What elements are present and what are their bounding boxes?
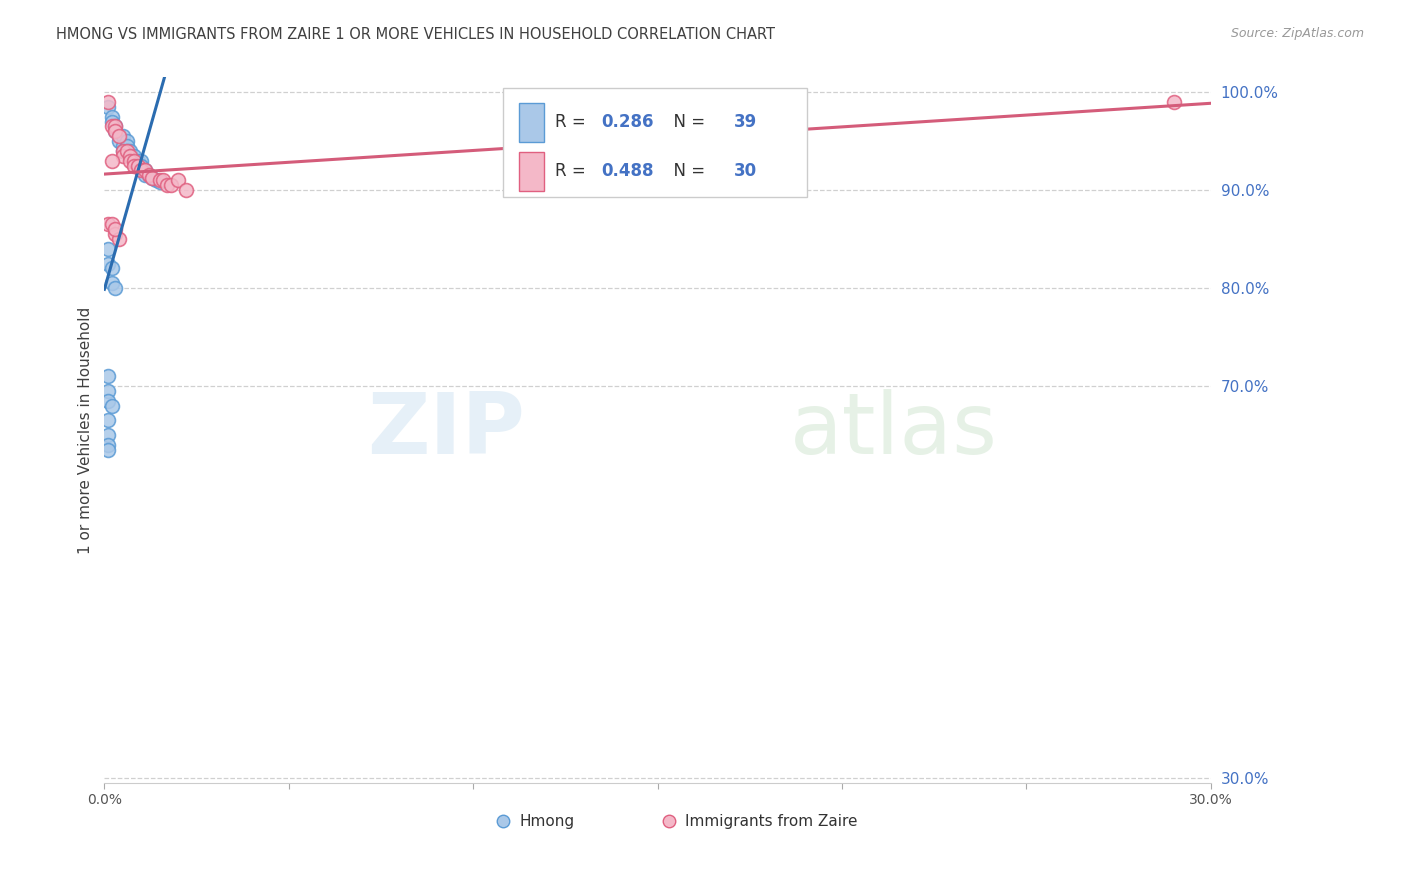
Point xyxy=(120,153,142,168)
Point xyxy=(122,149,145,163)
Point xyxy=(108,129,131,144)
Point xyxy=(129,163,152,178)
Point xyxy=(138,169,160,183)
Point xyxy=(1163,95,1185,109)
Point xyxy=(149,175,172,189)
Point xyxy=(156,178,179,193)
Point xyxy=(111,129,134,144)
Point xyxy=(174,183,197,197)
Text: Source: ZipAtlas.com: Source: ZipAtlas.com xyxy=(1230,27,1364,40)
Point xyxy=(127,159,149,173)
Text: 39: 39 xyxy=(734,113,758,131)
Point xyxy=(134,169,156,183)
Point xyxy=(97,95,120,109)
Point xyxy=(111,144,134,158)
Point xyxy=(97,413,120,427)
Point xyxy=(104,281,127,295)
Point xyxy=(97,428,120,442)
Point xyxy=(100,399,122,413)
Point xyxy=(159,178,181,193)
Point xyxy=(100,153,122,168)
Y-axis label: 1 or more Vehicles in Household: 1 or more Vehicles in Household xyxy=(79,307,93,554)
Point xyxy=(167,173,190,187)
Point xyxy=(111,139,134,153)
Point xyxy=(97,384,120,398)
Point xyxy=(115,139,138,153)
Point xyxy=(97,393,120,408)
Point xyxy=(100,114,122,128)
Text: HMONG VS IMMIGRANTS FROM ZAIRE 1 OR MORE VEHICLES IN HOUSEHOLD CORRELATION CHART: HMONG VS IMMIGRANTS FROM ZAIRE 1 OR MORE… xyxy=(56,27,775,42)
Text: atlas: atlas xyxy=(790,389,998,472)
Point xyxy=(97,442,120,457)
Point xyxy=(100,218,122,232)
Point xyxy=(120,149,142,163)
Point xyxy=(97,218,120,232)
Point xyxy=(100,261,122,276)
Point xyxy=(134,163,156,178)
Point xyxy=(138,169,160,183)
FancyBboxPatch shape xyxy=(519,152,544,191)
Point xyxy=(104,124,127,138)
Point xyxy=(127,153,149,168)
Text: 0.286: 0.286 xyxy=(602,113,654,131)
Point xyxy=(145,173,167,187)
Point xyxy=(100,120,122,134)
Point xyxy=(129,153,152,168)
Point xyxy=(108,232,131,246)
Point xyxy=(100,276,122,290)
Point xyxy=(149,173,172,187)
Point xyxy=(127,159,149,173)
Point xyxy=(97,369,120,384)
Text: Hmong: Hmong xyxy=(519,814,575,829)
Text: N =: N = xyxy=(664,162,710,180)
Point xyxy=(134,163,156,178)
Point xyxy=(100,110,122,124)
Point xyxy=(97,256,120,270)
Point xyxy=(104,124,127,138)
Point xyxy=(115,144,138,158)
Point xyxy=(122,153,145,168)
Text: N =: N = xyxy=(664,113,710,131)
Point xyxy=(97,242,120,256)
Point xyxy=(97,100,120,114)
Point xyxy=(115,144,138,158)
Point xyxy=(104,227,127,242)
Point xyxy=(120,144,142,158)
Text: R =: R = xyxy=(555,113,591,131)
Text: 0.488: 0.488 xyxy=(602,162,654,180)
Point xyxy=(111,144,134,158)
FancyBboxPatch shape xyxy=(503,88,807,197)
Point xyxy=(97,438,120,452)
Text: Immigrants from Zaire: Immigrants from Zaire xyxy=(685,814,858,829)
Point xyxy=(141,171,163,186)
Point xyxy=(104,120,127,134)
Point xyxy=(141,171,163,186)
Text: R =: R = xyxy=(555,162,591,180)
Point xyxy=(104,120,127,134)
Point xyxy=(152,173,174,187)
Point xyxy=(111,149,134,163)
Point xyxy=(122,159,145,173)
Text: 30: 30 xyxy=(734,162,756,180)
Point xyxy=(115,134,138,148)
FancyBboxPatch shape xyxy=(519,103,544,142)
Point xyxy=(108,129,131,144)
Point xyxy=(108,134,131,148)
Point xyxy=(120,149,142,163)
Point xyxy=(104,222,127,236)
Text: ZIP: ZIP xyxy=(367,389,524,472)
Point xyxy=(129,159,152,173)
